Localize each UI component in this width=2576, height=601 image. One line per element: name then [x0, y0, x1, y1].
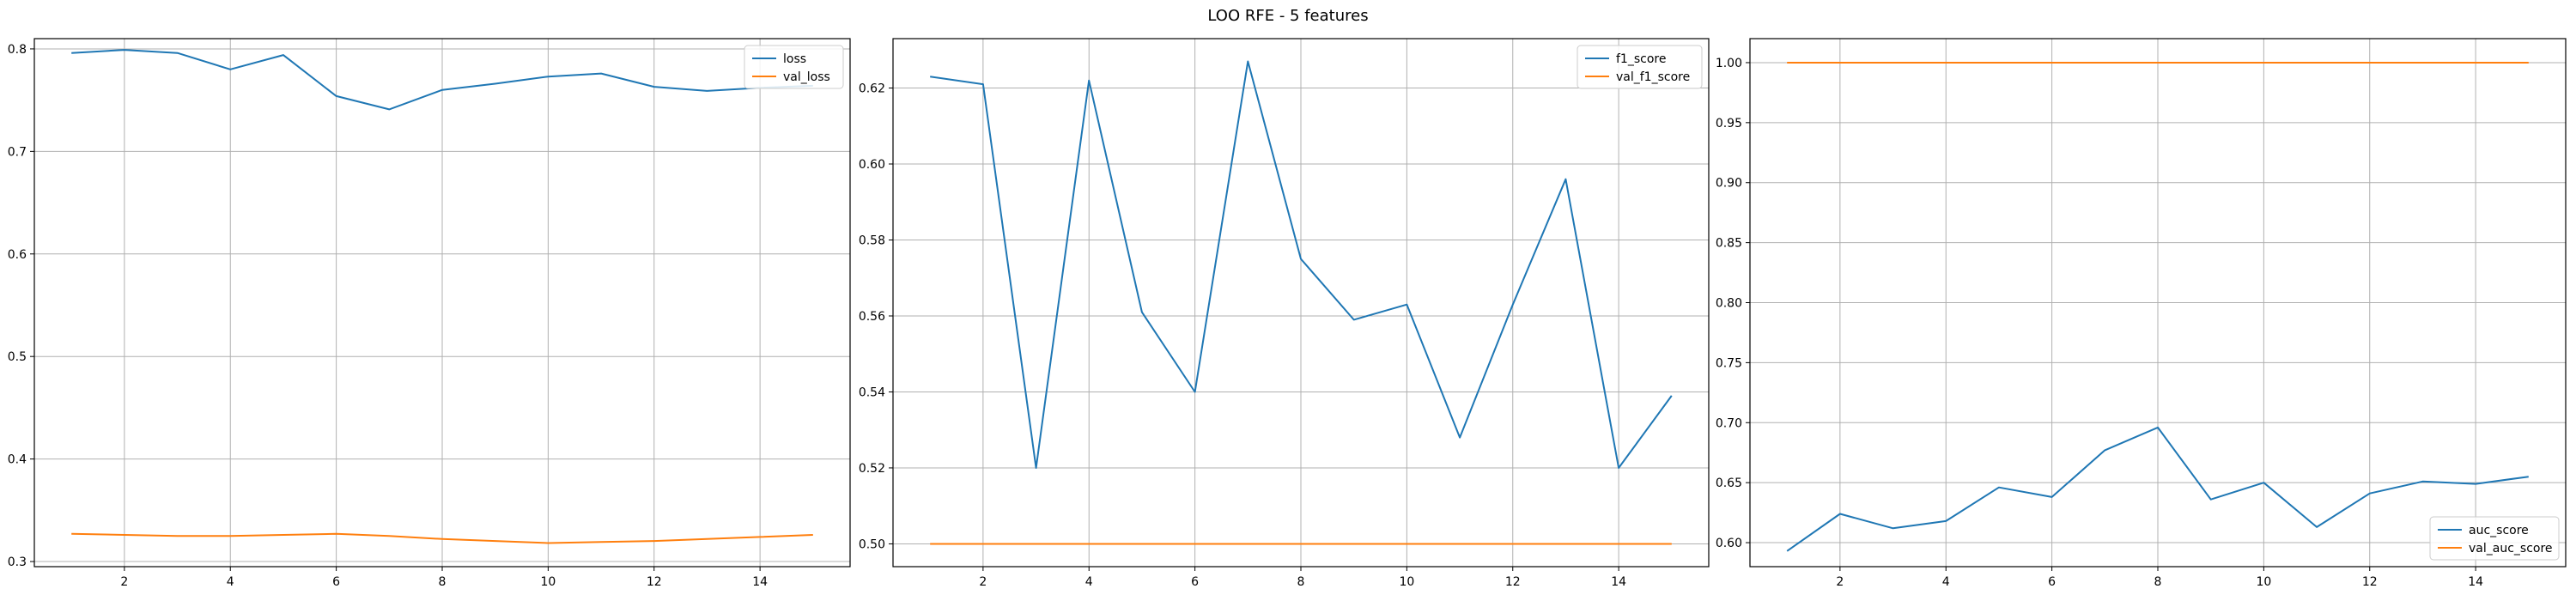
- x-tick-label: 6: [1191, 575, 1199, 589]
- x-tick-label: 12: [2362, 575, 2378, 589]
- x-tick-label: 4: [1085, 575, 1093, 589]
- x-tick-label: 2: [120, 575, 128, 589]
- y-tick-label: 0.60: [859, 158, 885, 172]
- x-tick-label: 14: [2468, 575, 2483, 589]
- y-tick-label: 0.7: [8, 145, 27, 159]
- y-tick-label: 0.85: [1716, 237, 1742, 251]
- y-tick-label: 0.65: [1716, 477, 1742, 490]
- x-tick-label: 4: [1942, 575, 1950, 589]
- legend: auc_score val_auc_score: [2429, 516, 2560, 561]
- plot-frame: [1749, 38, 2567, 568]
- y-tick-label: 0.4: [8, 453, 27, 467]
- series-line-loss: [71, 49, 813, 111]
- plot-frame: [33, 38, 851, 568]
- x-tick-label: 12: [647, 575, 662, 589]
- y-tick-label: 0.75: [1716, 356, 1742, 370]
- x-tick-label: 14: [1611, 575, 1626, 589]
- legend: loss val_loss: [744, 45, 844, 89]
- y-tick-label: 0.60: [1716, 537, 1742, 550]
- y-tick-label: 0.80: [1716, 297, 1742, 311]
- x-tick-label: 6: [332, 575, 340, 589]
- series-line-val-loss: [71, 532, 813, 544]
- x-tick-label: 10: [540, 575, 556, 589]
- series-line-f1-score: [930, 60, 1673, 469]
- y-tick-label: 0.54: [859, 385, 885, 399]
- y-tick-label: 0.90: [1716, 177, 1742, 191]
- legend-box: [744, 45, 844, 89]
- x-tick-label: 2: [979, 575, 987, 589]
- x-tick-label: 4: [227, 575, 234, 589]
- x-tick-label: 8: [439, 575, 447, 589]
- x-tick-label: 2: [1836, 575, 1844, 589]
- y-tick-label: 0.62: [859, 82, 885, 96]
- legend-label: auc_score: [2469, 524, 2529, 537]
- legend-label: val_loss: [783, 70, 830, 84]
- y-tick-label: 0.52: [859, 462, 885, 476]
- x-tick-label: 10: [2256, 575, 2271, 589]
- legend-label: loss: [783, 52, 806, 66]
- x-tick-label: 10: [1399, 575, 1414, 589]
- y-tick-label: 1.00: [1716, 57, 1742, 70]
- legend-label: f1_score: [1616, 52, 1666, 66]
- x-tick-label: 6: [2048, 575, 2056, 589]
- y-tick-label: 0.5: [8, 350, 27, 364]
- y-tick-label: 0.50: [859, 537, 885, 551]
- plot-frame: [892, 38, 1710, 568]
- legend-box: [1577, 45, 1703, 89]
- series-line-auc-score: [1786, 426, 2529, 552]
- x-tick-label: 8: [1297, 575, 1305, 589]
- legend-label: val_f1_score: [1616, 70, 1690, 84]
- x-tick-label: 14: [752, 575, 768, 589]
- legend-box: [2429, 516, 2560, 561]
- figure-title: LOO RFE - 5 features: [1207, 7, 1369, 25]
- legend: f1_score val_f1_score: [1577, 45, 1703, 89]
- y-tick-label: 0.70: [1716, 416, 1742, 430]
- y-tick-label: 0.8: [8, 43, 27, 57]
- y-tick-label: 0.95: [1716, 117, 1742, 131]
- y-tick-label: 0.56: [859, 310, 885, 324]
- x-tick-label: 8: [2154, 575, 2162, 589]
- x-tick-label: 12: [1505, 575, 1521, 589]
- y-tick-label: 0.6: [8, 248, 27, 262]
- y-tick-label: 0.58: [859, 234, 885, 247]
- legend-label: val_auc_score: [2469, 542, 2553, 555]
- y-tick-label: 0.3: [8, 555, 27, 569]
